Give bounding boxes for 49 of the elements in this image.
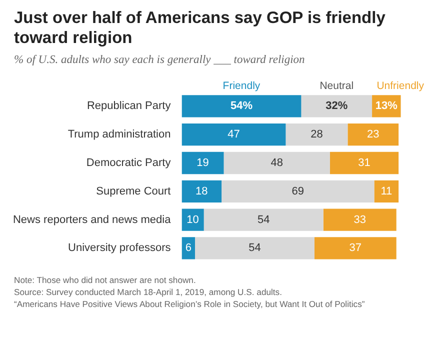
text: Note: Those who did not answer are not shown. [14,274,197,286]
data-label: 11 [380,185,392,198]
series-label: Unfriendly [376,80,425,92]
data-label: 10 [186,214,199,226]
bar [182,237,196,260]
text: “Americans Have Positive Views About Religion’s Role in Society, but Want It Out of Politics” [14,298,365,310]
data-label: 19 [196,157,209,170]
bar [348,124,399,146]
bar [182,124,286,146]
bar [301,95,372,118]
data-label: 18 [196,185,208,198]
data-label: 47 [228,128,240,141]
data-label: 54 [257,214,270,226]
bar [330,152,399,174]
bar [182,180,222,202]
data-label: 32% [326,100,348,112]
bar [204,208,324,231]
bar [182,152,224,174]
data-label: 54 [248,242,261,254]
data-label: 54% [230,100,253,112]
bar [374,180,399,202]
bar [222,180,374,202]
data-label: 13% [375,100,398,112]
chart-subtitle: % of U.S. adults who say each is generally ___ toward religion [14,54,305,66]
data-label: 37 [349,242,362,254]
bar [195,237,314,260]
data-label: 23 [367,128,380,141]
data-label: 69 [292,185,304,198]
y-tick-label: Democratic Party [86,157,172,170]
data-label: 48 [270,157,284,170]
bar [182,208,204,231]
data-label: 31 [358,157,370,170]
data-label: 6 [185,242,192,254]
series-label: Friendly [222,80,261,92]
bar [314,237,396,260]
data-label: 28 [310,128,323,141]
series-label: Neutral [320,80,354,92]
y-tick-label: University professors [68,242,172,254]
y-tick-label: Republican Party [86,100,172,112]
y-tick-label: News reporters and news media [12,214,172,226]
bar [182,95,302,118]
bar [323,208,396,231]
y-tick-label: Trump administration [68,128,171,141]
data-label: 33 [354,214,366,226]
source-note: Source: Survey conducted March 18-April 1, 2019, among U.S. adults. [14,286,283,298]
y-tick-label: Supreme Court [96,185,171,198]
chart-title: Just over half of Americans say GOP is friendly toward religion [14,8,386,48]
bar [224,152,330,174]
bar [286,124,348,146]
